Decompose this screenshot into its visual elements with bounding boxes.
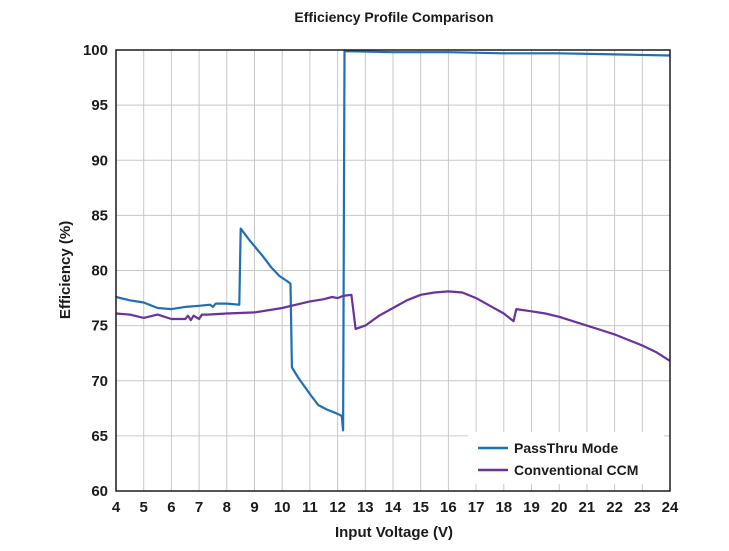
y-axis-ticks: 60 65 70 75 80 85 90 95 100 — [83, 42, 108, 500]
y-tick-label: 90 — [91, 152, 108, 169]
x-tick-label: 13 — [357, 499, 374, 516]
x-tick-label: 10 — [274, 499, 291, 516]
x-tick-label: 6 — [167, 499, 175, 516]
x-tick-label: 7 — [195, 499, 203, 516]
y-tick-label: 100 — [83, 42, 108, 59]
x-tick-label: 14 — [385, 499, 402, 516]
plot-frame — [115, 49, 671, 492]
x-tick-label: 5 — [140, 499, 148, 516]
x-tick-label: 22 — [606, 499, 623, 516]
x-tick-label: 16 — [440, 499, 457, 516]
x-tick-label: 18 — [495, 499, 512, 516]
x-tick-label: 20 — [551, 499, 568, 516]
y-tick-label: 70 — [91, 373, 108, 390]
legend-label: PassThru Mode — [514, 440, 618, 456]
y-axis-label: Efficiency (%) — [57, 221, 74, 319]
x-tick-label: 17 — [468, 499, 485, 516]
legend: PassThru Mode Conventional CCM — [468, 432, 664, 484]
legend-box — [468, 432, 664, 484]
grid — [115, 49, 671, 492]
x-tick-label: 11 — [302, 499, 318, 516]
x-tick-label: 15 — [412, 499, 429, 516]
x-tick-label: 9 — [250, 499, 258, 516]
y-tick-label: 85 — [91, 207, 108, 224]
series-line-conventional-ccm — [115, 290, 671, 362]
y-tick-label: 80 — [91, 263, 108, 280]
x-tick-label: 23 — [634, 499, 651, 516]
chart-title: Efficiency Profile Comparison — [294, 9, 493, 25]
legend-label: Conventional CCM — [514, 462, 638, 478]
x-tick-label: 19 — [523, 499, 540, 516]
series-line-passthru-mode — [115, 50, 671, 432]
x-tick-label: 21 — [579, 499, 596, 516]
y-tick-label: 95 — [91, 97, 108, 114]
y-tick-label: 75 — [91, 318, 108, 335]
x-tick-label: 4 — [112, 499, 121, 516]
x-axis-ticks: 4 5 6 7 8 9 10 11 12 13 14 15 16 17 18 19 20 21 22 23 24 — [112, 499, 679, 516]
y-tick-label: 65 — [91, 428, 108, 445]
y-tick-label: 60 — [91, 483, 108, 500]
x-axis-label: Input Voltage (V) — [335, 524, 453, 541]
series-layer — [115, 50, 671, 432]
x-tick-label: 8 — [223, 499, 231, 516]
x-tick-label: 24 — [662, 499, 679, 516]
x-tick-label: 12 — [329, 499, 346, 516]
